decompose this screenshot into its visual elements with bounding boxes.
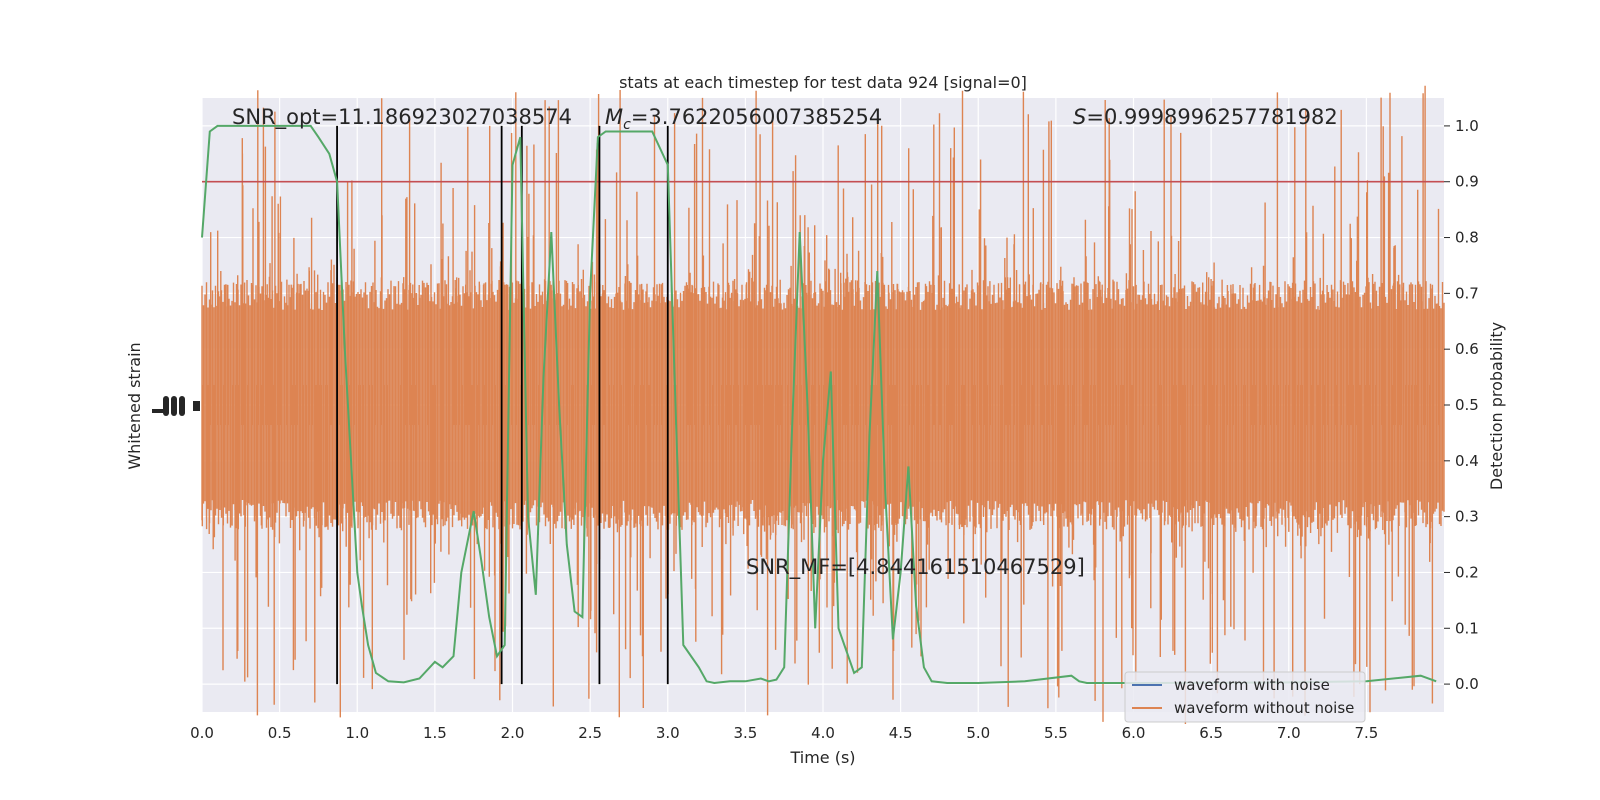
annotation-s-number: =0.9998996257781982: [1086, 105, 1337, 129]
left-tick-overlap: [152, 409, 166, 413]
left-tick-overlap: [193, 401, 200, 411]
y-axis-right-label: Detection probability: [1487, 322, 1506, 490]
x-tick-label: 5.5: [1044, 724, 1068, 742]
y-tick-label: 0.4: [1455, 452, 1479, 470]
tick-layer: 0.0 0.5 1.0 1.5 2.0 2.5 3.0 3.5 4.0 4.5 5.0 5.5 6.0 6…: [190, 117, 1479, 742]
legend: waveform with noise waveform without noi…: [1124, 671, 1366, 723]
annotation-snr-opt: SNR_opt=11.186923027038574: [232, 105, 572, 130]
x-tick-label: 4.0: [811, 724, 835, 742]
annotation-chirp-mass: Mc=3.7622056007385254: [605, 105, 882, 133]
y-tick-label: 0.3: [1455, 508, 1479, 526]
x-tick-label: 4.5: [889, 724, 913, 742]
annotation-snr-mf: SNR_MF=[4.844161510467529]: [746, 555, 1085, 580]
left-tick-overlap: [171, 396, 177, 416]
x-axis-label: Time (s): [789, 748, 855, 767]
x-tick-label: 6.5: [1199, 724, 1223, 742]
x-tick-label: 2.0: [501, 724, 525, 742]
y-axis-left-label: Whitened strain: [125, 342, 144, 469]
left-axis-glyphs: [152, 396, 200, 416]
legend-label-with-noise: waveform with noise: [1174, 676, 1330, 694]
probability-line: [201, 124, 1437, 685]
x-tick-label: 3.5: [733, 724, 757, 742]
x-tick-label: 7.5: [1354, 724, 1378, 742]
y-tick-label: 1.0: [1455, 117, 1479, 135]
strain-noise-trace: [201, 85, 1445, 724]
annotation-s-symbol: S: [1073, 105, 1086, 129]
y-tick-label: 0.1: [1455, 619, 1479, 637]
x-tick-label: 7.0: [1277, 724, 1301, 742]
x-tick-label: 5.0: [966, 724, 990, 742]
chart-title: stats at each timestep for test data 924…: [619, 73, 1027, 92]
y-tick-label: 0.2: [1455, 563, 1479, 581]
x-tick-label: 0.0: [190, 724, 214, 742]
annotation-chirp-mass-subscript: c: [623, 117, 631, 133]
left-tick-overlap: [179, 396, 185, 416]
x-tick-label: 6.0: [1122, 724, 1146, 742]
strain-noise-layer: [201, 85, 1445, 724]
x-tick-label: 1.5: [423, 724, 447, 742]
legend-box: [1124, 671, 1366, 723]
x-tick-label: 3.0: [656, 724, 680, 742]
annotation-s-value: S=0.9998996257781982: [1073, 105, 1338, 129]
x-tick-label: 2.5: [578, 724, 602, 742]
x-tick-label: 0.5: [268, 724, 292, 742]
y-tick-label: 0.0: [1455, 675, 1479, 693]
y-tick-label: 0.7: [1455, 284, 1479, 302]
x-tick-label: 1.0: [345, 724, 369, 742]
left-tick-overlap: [163, 396, 169, 416]
y-tick-label: 0.9: [1455, 173, 1479, 191]
annotation-chirp-mass-symbol: M: [605, 105, 623, 129]
y-tick-label: 0.5: [1455, 396, 1479, 414]
y-tick-label: 0.6: [1455, 340, 1479, 358]
annotation-chirp-mass-value: =3.7622056007385254: [631, 105, 882, 129]
y-tick-label: 0.8: [1455, 229, 1479, 247]
line-layer: [201, 124, 1444, 685]
legend-label-without-noise: waveform without noise: [1174, 699, 1354, 717]
